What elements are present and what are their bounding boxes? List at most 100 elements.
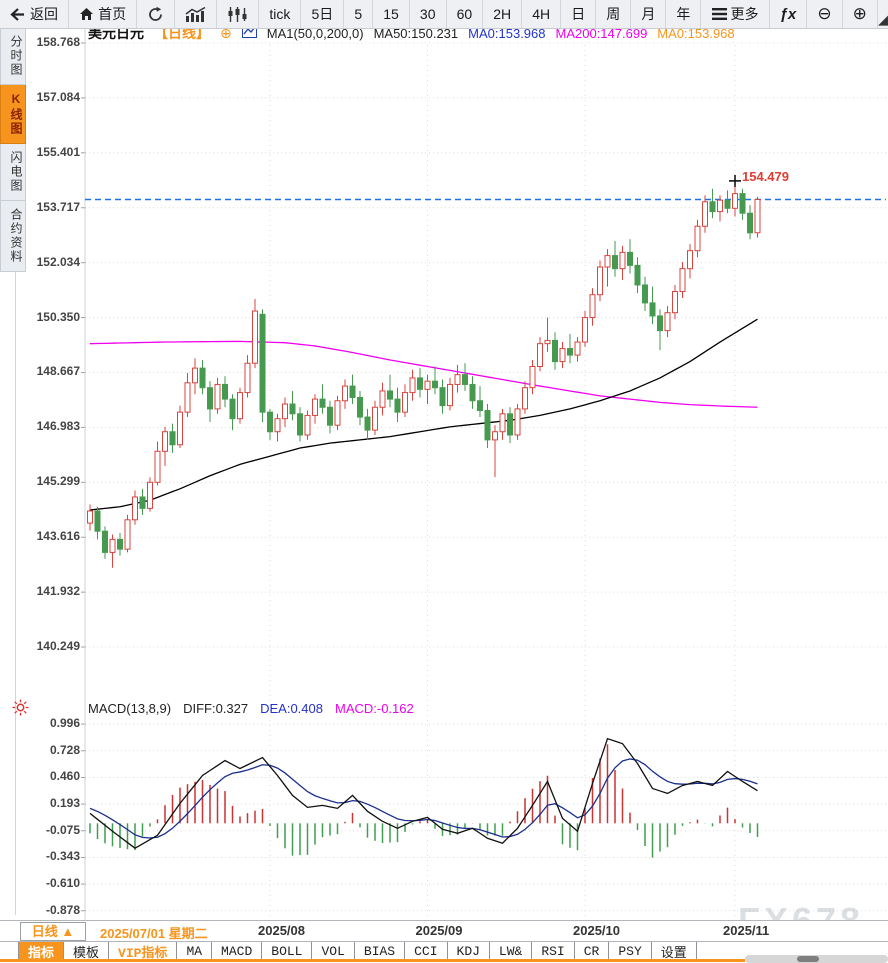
interval-5day-button-label: 5日: [311, 6, 334, 22]
ma0-orange-value: MA0:153.968: [657, 25, 735, 41]
interval-60m-button[interactable]: 60: [447, 0, 484, 28]
zoom-in-button-label: ⊕: [852, 4, 867, 23]
kdj-button[interactable]: KDJ: [448, 942, 490, 961]
macd-histogram: [89, 744, 759, 858]
macd-axis-label: 0.193: [49, 796, 80, 811]
top-toolbar: 返回 首页 tick 5日 5 15 30 60 2H 4H 日 周 月 年 更多 ƒx ⊖ ⊕ ◢: [0, 0, 888, 29]
interval-4h-button[interactable]: 4H: [522, 0, 562, 28]
interval-30m-button[interactable]: 30: [410, 0, 447, 28]
refresh-icon: [147, 6, 164, 23]
interval-year-button-label: 年: [676, 6, 691, 22]
sidebar-tab-lightning-chart[interactable]: 闪电图: [0, 144, 26, 201]
interval-tick-button[interactable]: tick: [259, 0, 302, 28]
sidebar-tab-time-chart[interactable]: 分时图: [0, 28, 26, 85]
corner-tool-icon[interactable]: ◢: [877, 12, 888, 27]
bias-button[interactable]: BIAS: [355, 942, 406, 961]
lw-button[interactable]: LW&: [490, 942, 533, 961]
price-axis-label: 148.667: [36, 364, 80, 379]
horizontal-scrollbar[interactable]: [745, 955, 888, 963]
interval-30m-button-label: 30: [419, 6, 436, 22]
indicator-button[interactable]: 指标: [18, 942, 65, 961]
indicator-settings-icon[interactable]: [12, 699, 29, 721]
interval-2h-button-label: 2H: [493, 6, 512, 22]
zoom-in-button[interactable]: ⊕: [843, 0, 878, 28]
home-icon: [79, 7, 94, 21]
interval-tick-button-label: tick: [269, 6, 291, 22]
macd-value: MACD:-0.162: [334, 700, 414, 716]
period-selector[interactable]: 日线 ▲: [20, 922, 86, 941]
vol-button[interactable]: VOL: [312, 942, 355, 961]
zoom-out-button-label: ⊖: [817, 4, 832, 23]
more-button-label: 更多: [730, 6, 759, 22]
interval-day-button[interactable]: 日: [561, 0, 597, 28]
interval-15m-button-label: 15: [383, 6, 399, 22]
bar-chart-button[interactable]: [175, 0, 218, 28]
ma0-blue-value: MA0:153.968: [468, 25, 546, 41]
fx-indicator-button[interactable]: ƒx: [770, 0, 808, 28]
settings-button[interactable]: 设置: [652, 942, 697, 961]
macd-axis-label: -0.878: [45, 902, 80, 917]
expand-icon[interactable]: ⊕: [220, 24, 232, 41]
rsi-button[interactable]: RSI: [532, 942, 575, 961]
interval-year-button[interactable]: 年: [666, 0, 702, 28]
interval-5day-button[interactable]: 5日: [301, 0, 345, 28]
macd-button[interactable]: MACD: [212, 942, 263, 961]
macd-axis-label: 0.996: [49, 716, 80, 731]
interval-month-button-label: 月: [641, 6, 656, 22]
ma50-value: MA50:150.231: [373, 25, 459, 41]
scrollbar-thumb[interactable]: [797, 956, 819, 962]
ma-settings-label: MA1(50,0,200,0): [266, 25, 364, 41]
sidebar-divider: [15, 255, 16, 915]
home-button[interactable]: 首页: [69, 0, 138, 28]
home-button-label: 首页: [98, 6, 127, 22]
cci-button[interactable]: CCI: [405, 942, 448, 961]
macd-title: MACD(13,8,9): [88, 700, 172, 716]
ma200-value: MA200:147.699: [555, 25, 648, 41]
interval-month-button[interactable]: 月: [631, 0, 667, 28]
candlestick-button[interactable]: [217, 0, 260, 28]
price-axis-label: 145.299: [36, 474, 80, 489]
ma50-line: [89, 318, 758, 511]
candle-series: [87, 182, 761, 568]
refresh-button[interactable]: [137, 0, 176, 28]
macd-axis-label: 0.728: [49, 742, 80, 757]
vip-indicator-button[interactable]: VIP指标: [109, 942, 178, 961]
high-price-label: 154.479: [742, 169, 789, 184]
cr-button[interactable]: CR: [575, 942, 610, 961]
interval-15m-button[interactable]: 15: [373, 0, 410, 28]
high-marker: [729, 174, 741, 187]
macd-axis-label: -0.343: [45, 849, 80, 864]
month-label: 2025/10: [573, 923, 620, 938]
back-button[interactable]: 返回: [0, 0, 70, 28]
interval-60m-button-label: 60: [456, 6, 473, 22]
interval-5m-button[interactable]: 5: [344, 0, 374, 28]
psy-button[interactable]: PSY: [609, 942, 652, 961]
xaxis-row: 日线 ▲ 2025/07/01 星期二 2025/08 2025/09 2025/1…: [0, 920, 888, 941]
interval-week-button[interactable]: 周: [596, 0, 632, 28]
macd-axis-label: 0.460: [49, 769, 80, 784]
fx-indicator-button-label: ƒx: [779, 5, 797, 23]
back-icon: [10, 7, 26, 21]
template-button[interactable]: 模板: [64, 942, 110, 961]
period-tag: 【日线】: [154, 25, 210, 41]
ma-button[interactable]: MA: [177, 942, 213, 961]
price-axis-label: 153.717: [36, 199, 80, 214]
sidebar-tab-kline-chart[interactable]: K线图: [0, 85, 26, 144]
month-label: 2025/11: [723, 923, 770, 938]
zoom-out-button[interactable]: ⊖: [807, 0, 843, 28]
macd-axis-label: -0.075: [45, 822, 80, 837]
interval-4h-button-label: 4H: [532, 6, 551, 22]
chart-type-sidebar: 分时图 K线图 闪电图 合约资料: [0, 28, 26, 272]
interval-2h-button[interactable]: 2H: [483, 0, 523, 28]
symbol-name: 美元日元: [88, 25, 144, 41]
more-button[interactable]: 更多: [701, 0, 770, 28]
indicator-toolbar: 指标 模板 VIP指标 MA MACD BOLL VOL BIAS CCI KDJ LW& RSI CR…: [0, 941, 888, 961]
boll-button[interactable]: BOLL: [262, 942, 313, 961]
candles-icon: [227, 6, 248, 22]
menu-icon: [711, 8, 727, 20]
sidebar-tab-contract-info[interactable]: 合约资料: [0, 201, 26, 272]
macd-header: MACD(13,8,9) DIFF:0.327 DEA:0.408 MACD:-…: [88, 700, 414, 716]
back-button-label: 返回: [30, 6, 59, 22]
